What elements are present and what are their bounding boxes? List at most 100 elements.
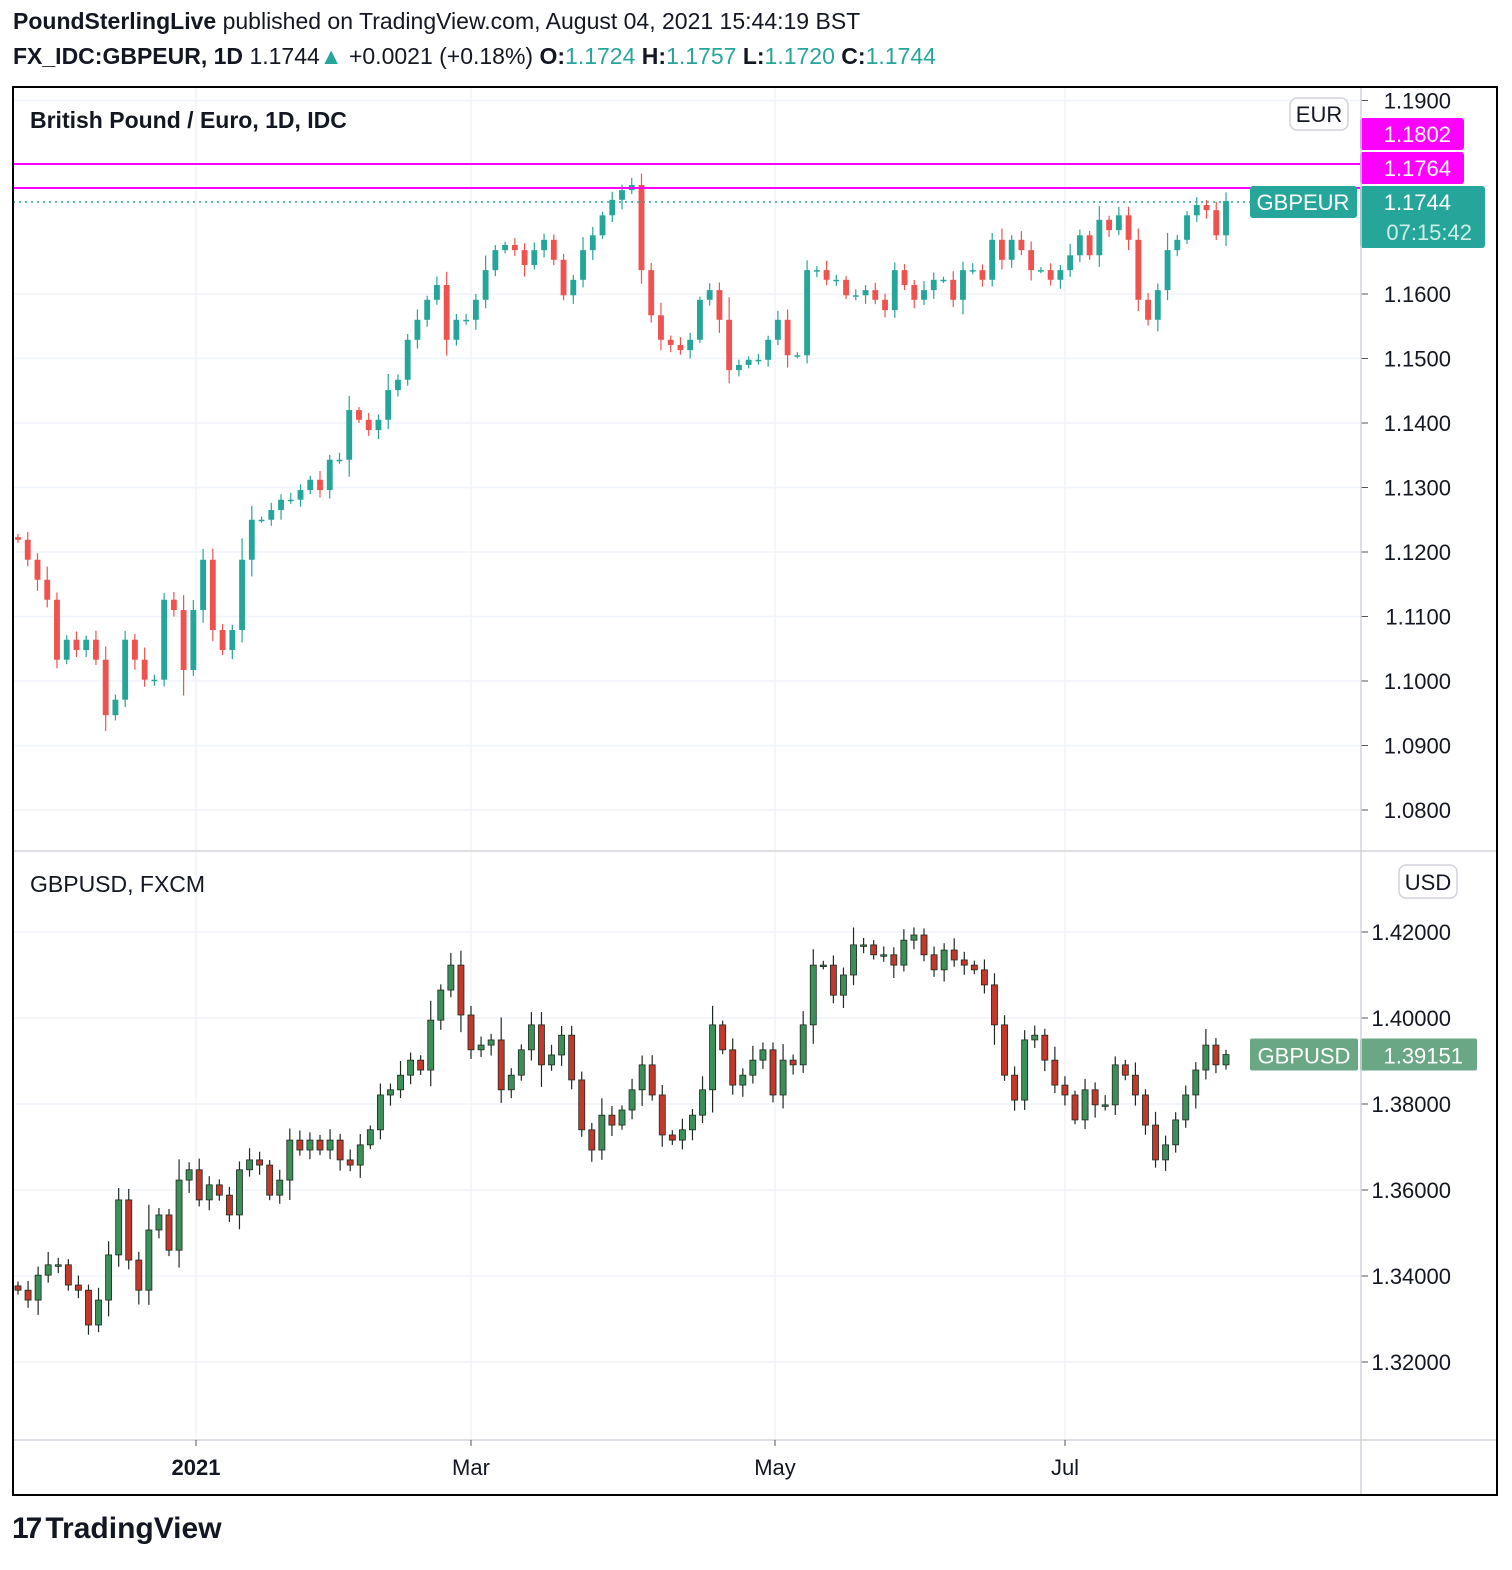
candle-down: [215, 1184, 223, 1196]
candle-up: [531, 250, 538, 265]
candle-down: [24, 1289, 32, 1301]
candle-up: [580, 250, 586, 280]
candle-down: [716, 290, 723, 320]
candle-down: [1071, 1094, 1079, 1121]
candle-up: [1037, 270, 1044, 272]
candle-up: [155, 1214, 163, 1231]
candle-up: [507, 1074, 515, 1091]
candle-down: [901, 270, 908, 285]
candle-up: [145, 1229, 153, 1291]
price-change: +0.0021 (+0.18%): [348, 43, 534, 69]
candle-up: [1162, 1144, 1170, 1161]
x-tick-label: Jul: [1051, 1455, 1079, 1480]
chart-frame: [12, 86, 1498, 1496]
candle-up: [122, 639, 129, 700]
candle-down: [34, 559, 41, 580]
candle-up: [306, 1139, 314, 1151]
y-tick-label: 1.38000: [1371, 1092, 1451, 1117]
candle-down: [316, 1139, 324, 1151]
candle-up: [1081, 1089, 1089, 1121]
candle-down: [521, 250, 528, 265]
candle-down: [131, 639, 138, 660]
candle-down: [195, 1169, 203, 1201]
candle-down: [44, 579, 51, 600]
candle-down: [872, 290, 879, 300]
candle-up: [397, 1074, 404, 1091]
candle-down: [467, 1014, 475, 1051]
candle-down: [24, 539, 31, 560]
candle-down: [882, 299, 888, 311]
candle-up: [1202, 1044, 1210, 1071]
candle-down: [1051, 1059, 1059, 1086]
candle-up: [248, 519, 255, 560]
last-price-box: [1360, 1038, 1477, 1071]
hline-price-label: 1.1802: [1384, 122, 1451, 147]
candle-up: [940, 949, 948, 971]
y-tick-label: 1.1500: [1384, 347, 1451, 372]
candle-up: [678, 1129, 686, 1141]
candle-down: [648, 270, 655, 316]
candle-down: [85, 1289, 92, 1326]
candle-up: [910, 934, 918, 941]
candle-down: [73, 639, 80, 651]
candle-down: [823, 270, 830, 280]
candle-down: [1135, 239, 1142, 300]
candle-down: [960, 959, 968, 966]
candle-up: [286, 1139, 294, 1181]
candle-up: [366, 1129, 374, 1146]
candle-down: [1213, 210, 1220, 236]
y-tick-label: 1.1200: [1384, 540, 1451, 565]
candle-down: [726, 319, 733, 371]
candle-down: [125, 1199, 133, 1261]
candle-down: [54, 599, 60, 660]
candle-up: [404, 339, 411, 380]
candle-up: [385, 390, 392, 420]
candle-up: [326, 459, 333, 491]
candle-down: [930, 954, 938, 971]
candle-down: [170, 599, 177, 611]
candle-down: [1001, 1024, 1008, 1076]
candle-down: [667, 339, 674, 345]
series-name-box: [1250, 1038, 1358, 1071]
candle-up: [427, 1019, 435, 1071]
candle-down: [911, 284, 918, 300]
candle-up: [463, 319, 470, 322]
candle-down: [1145, 299, 1151, 320]
candle-up: [1101, 1104, 1109, 1107]
candle-down: [870, 944, 878, 956]
candle-up: [833, 279, 840, 282]
candle-down: [346, 1159, 354, 1166]
candle-up: [287, 499, 294, 502]
candle-up: [185, 1169, 193, 1181]
candle-down: [457, 964, 465, 1016]
candle-up: [687, 339, 694, 351]
candle-up: [930, 279, 937, 291]
candle-down: [668, 1134, 676, 1141]
last-price-box: [1360, 186, 1485, 248]
candle-down: [209, 559, 216, 631]
candle-up: [969, 270, 976, 272]
candle-up: [1008, 239, 1015, 260]
candle-down: [829, 964, 837, 996]
low-label: L:: [742, 43, 765, 69]
candle-up: [599, 215, 606, 236]
candle-down: [578, 1079, 586, 1131]
candle-up: [862, 290, 869, 296]
candle-down: [950, 949, 958, 961]
candle-down: [1121, 1064, 1129, 1076]
candle-down: [950, 279, 957, 300]
candle-up: [759, 1049, 767, 1061]
candle-up: [1192, 1069, 1200, 1096]
candle-down: [1041, 1034, 1049, 1061]
candle-up: [794, 355, 801, 357]
candle-up: [628, 1089, 636, 1111]
candle-down: [769, 1049, 777, 1096]
candle-up: [558, 1034, 566, 1056]
series-name-label: GBPEUR: [1257, 190, 1350, 215]
candle-up: [619, 190, 625, 200]
candle-up: [83, 639, 90, 651]
candle-up: [860, 944, 868, 947]
candle-down: [538, 1024, 545, 1066]
candle-up: [161, 599, 168, 680]
